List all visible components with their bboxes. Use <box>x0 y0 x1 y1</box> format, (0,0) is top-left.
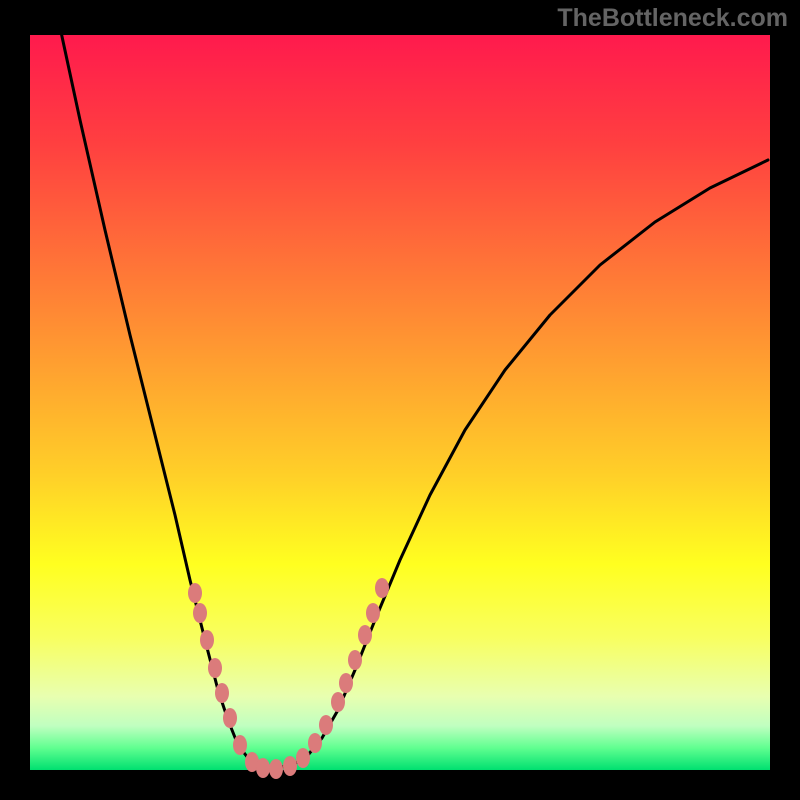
curve-marker <box>233 735 247 755</box>
curve-marker <box>215 683 229 703</box>
watermark-text: TheBottleneck.com <box>557 4 788 33</box>
curve-marker <box>200 630 214 650</box>
curve-marker <box>269 759 283 779</box>
curve-marker <box>319 715 333 735</box>
chart-overlay <box>0 0 800 800</box>
curve-marker <box>193 603 207 623</box>
curve-marker <box>366 603 380 623</box>
curve-marker <box>358 625 372 645</box>
curve-marker <box>188 583 202 603</box>
curve-marker <box>339 673 353 693</box>
curve-marker <box>223 708 237 728</box>
curve-marker <box>208 658 222 678</box>
curve-marker <box>256 758 270 778</box>
curve-marker <box>283 756 297 776</box>
curve-marker <box>375 578 389 598</box>
curve-marker <box>348 650 362 670</box>
chart-container: TheBottleneck.com <box>0 0 800 800</box>
curve-marker <box>308 733 322 753</box>
curve-markers <box>188 578 389 779</box>
curve-marker <box>331 692 345 712</box>
curve-marker <box>296 748 310 768</box>
bottleneck-curve <box>58 18 768 767</box>
